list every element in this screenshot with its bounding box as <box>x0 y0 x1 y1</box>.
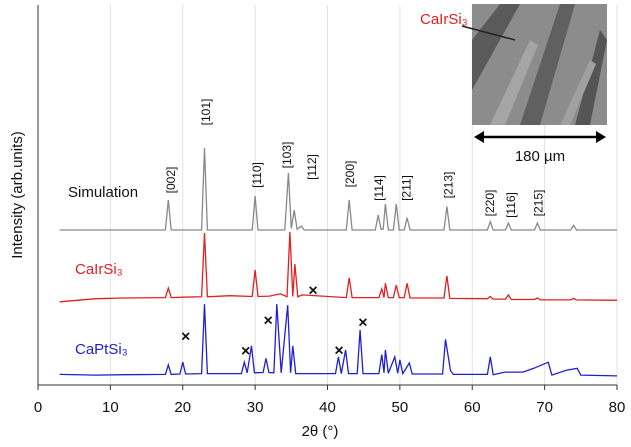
inset-image <box>461 4 607 143</box>
x-tick-label: 80 <box>609 399 626 416</box>
peak-label: [220] <box>483 190 497 217</box>
peak-label: [110] <box>250 162 264 188</box>
peak-label: [101] <box>199 99 213 126</box>
peak-label: [114] <box>372 175 386 201</box>
x-tick-label: 50 <box>392 399 409 416</box>
peak-label: [200] <box>343 161 357 188</box>
impurity-mark: × <box>263 312 272 329</box>
x-axis-label: 2θ (°) <box>302 423 339 440</box>
peak-label: [215] <box>532 190 546 217</box>
peak-label: [213] <box>441 172 455 199</box>
x-tick-label: 30 <box>247 399 264 416</box>
peak-label: [211] <box>399 175 413 201</box>
peak-label: [116] <box>504 192 518 218</box>
impurity-mark: × <box>181 328 190 345</box>
series-line <box>59 231 618 303</box>
x-tick-label: 40 <box>319 399 336 416</box>
series-line <box>59 304 618 377</box>
peak-label: [002] <box>164 167 178 194</box>
peak-label: [103] <box>280 142 294 169</box>
x-tick-label: 60 <box>464 399 481 416</box>
impurity-mark: × <box>241 343 250 360</box>
peak-label: [112] <box>305 154 319 180</box>
series-label: Simulation <box>68 184 138 201</box>
inset-label: CaIrSi₃ <box>420 11 468 28</box>
scale-bar-label: 180 µm <box>515 148 565 165</box>
series-label: CaIrSi₃ <box>75 261 123 278</box>
series-line <box>59 147 617 231</box>
impurity-mark: × <box>334 342 343 359</box>
x-tick-label: 0 <box>34 399 42 416</box>
series-label: CaPtSi₃ <box>75 341 128 358</box>
x-tick-label: 10 <box>102 399 119 416</box>
impurity-mark: × <box>358 314 367 331</box>
x-tick-label: 20 <box>174 399 191 416</box>
y-axis-label: Intensity (arb.units) <box>9 131 26 259</box>
x-tick-label: 70 <box>536 399 553 416</box>
impurity-mark: × <box>308 282 317 299</box>
